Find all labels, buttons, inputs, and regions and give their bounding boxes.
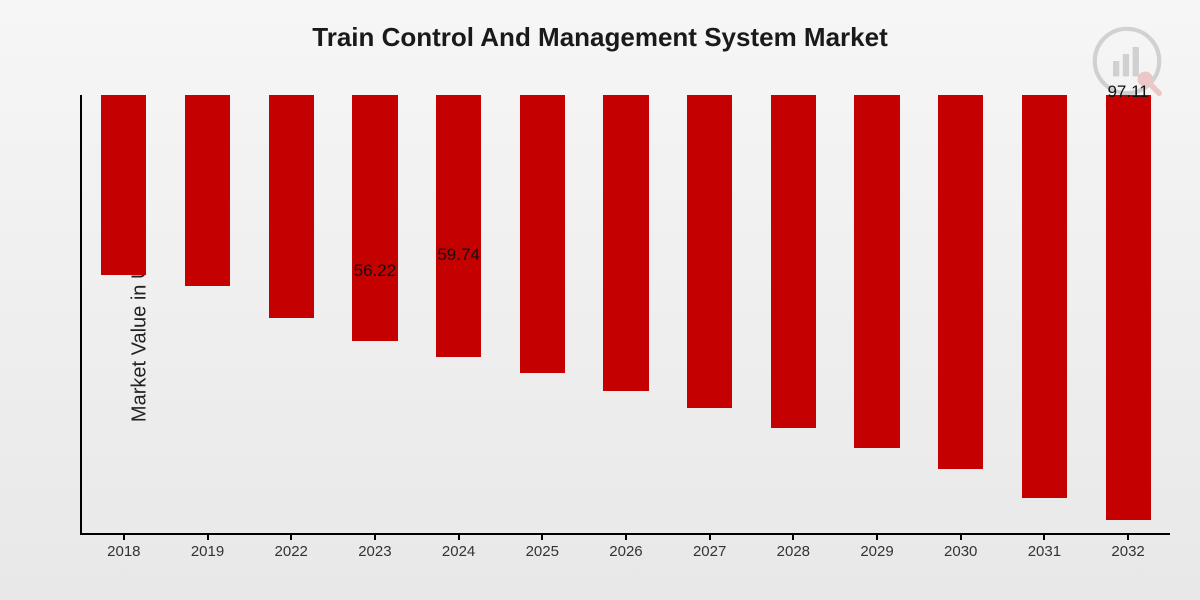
bar-slot: 2026 [584,95,668,533]
bar-slot: 2030 [919,95,1003,533]
bar-slot: 2029 [835,95,919,533]
bar-slot: 2022 [249,95,333,533]
x-tick-label: 2027 [668,533,752,560]
x-tick-label: 2029 [835,533,919,560]
x-tick-label: 2022 [249,533,333,560]
bar [101,95,146,275]
bar-value-label: 97.11 [1086,82,1170,102]
x-tick-label: 2032 [1086,533,1170,560]
bar-slot: 2031 [1003,95,1087,533]
bar-value-label: 56.22 [333,261,417,281]
bar-slot: 2025 [500,95,584,533]
bar [938,95,983,469]
chart-title: Train Control And Management System Mark… [0,22,1200,53]
x-tick-label: 2031 [1003,533,1087,560]
x-tick-label: 2023 [333,533,417,560]
bar [854,95,899,448]
x-tick-label: 2024 [417,533,501,560]
bar [352,95,397,341]
bar-value-label: 59.74 [417,245,501,265]
x-tick-label: 2025 [500,533,584,560]
bar-slot: 2027 [668,95,752,533]
bar [436,95,481,357]
x-tick-label: 2028 [752,533,836,560]
bar [1106,95,1151,520]
bar [603,95,648,391]
x-tick-label: 2026 [584,533,668,560]
bar-slot: 2019 [166,95,250,533]
bar-slot: 2028 [752,95,836,533]
bar [269,95,314,318]
bar [687,95,732,408]
x-tick-label: 2019 [166,533,250,560]
x-tick-label: 2030 [919,533,1003,560]
bar [520,95,565,373]
bar-slot: 59.742024 [417,95,501,533]
x-tick-label: 2018 [82,533,166,560]
bar-slot: 97.112032 [1086,95,1170,533]
bar [1022,95,1067,498]
bar [771,95,816,428]
bar-slot: 2018 [82,95,166,533]
bar [185,95,230,286]
plot-area: 20182019202256.22202359.7420242025202620… [80,95,1170,535]
chart-canvas: Train Control And Management System Mark… [0,0,1200,600]
bar-slot: 56.222023 [333,95,417,533]
